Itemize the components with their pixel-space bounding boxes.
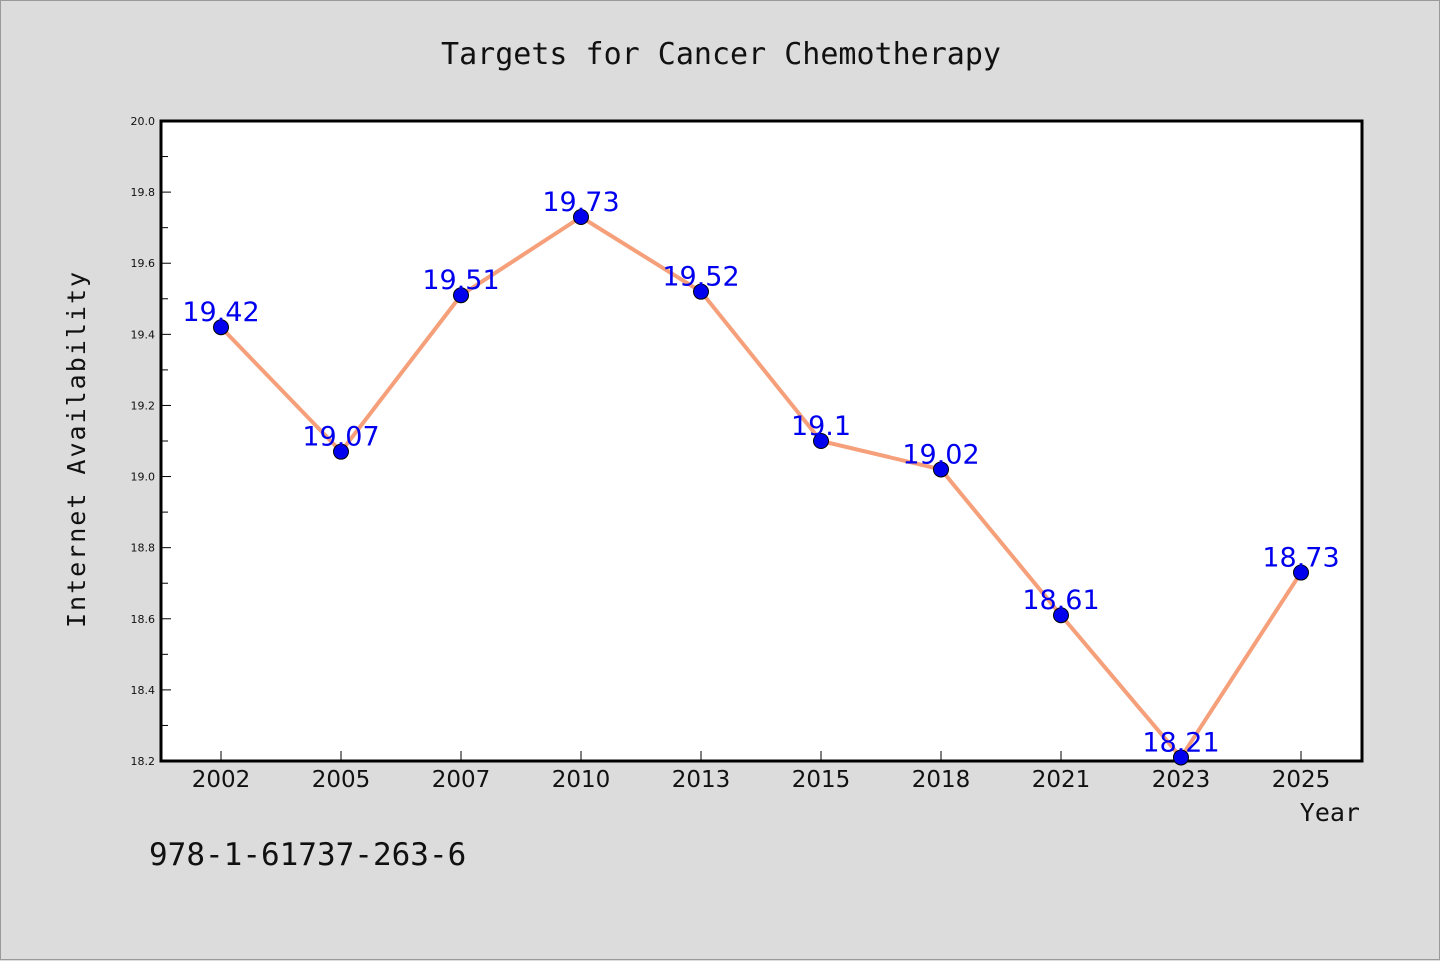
data-point <box>333 443 349 460</box>
data-label: 19.52 <box>662 262 739 293</box>
x-tick-label: 2025 <box>1272 767 1331 793</box>
y-tick-label: 19.8 <box>131 186 156 199</box>
data-label: 19.73 <box>542 187 619 218</box>
data-point <box>573 209 589 225</box>
plot-area <box>159 119 1364 763</box>
y-axis: 18.2 18.4 18.6 18.8 19.0 19.2 19.4 19.6 19.8 20.0 <box>131 115 171 768</box>
data-label: 19.1 <box>791 411 851 442</box>
x-tick-label: 2005 <box>312 767 371 793</box>
data-point <box>1053 607 1069 624</box>
data-label: 19.07 <box>302 422 379 453</box>
series-line: 19.42 19.07 19.51 19.73 19.52 19.1 19.02 18.61 1… <box>182 187 1340 766</box>
data-point <box>933 461 949 478</box>
y-tick-label: 18.4 <box>131 684 156 697</box>
x-axis-label: Year <box>1300 798 1360 827</box>
chart-title: Targets for Cancer Chemotherapy <box>441 37 1001 72</box>
x-tick-label: 2007 <box>432 767 491 793</box>
x-tick-label: 2002 <box>192 767 251 793</box>
y-tick-label: 18.8 <box>131 542 156 555</box>
y-tick-label: 19.4 <box>131 328 156 341</box>
data-label: 18.61 <box>1022 585 1099 616</box>
data-point <box>1293 564 1309 581</box>
data-point <box>453 287 469 304</box>
x-tick-label: 2023 <box>1152 767 1211 793</box>
y-tick-label: 19.6 <box>131 257 156 270</box>
series-polyline <box>219 215 1303 760</box>
data-point <box>213 319 229 336</box>
x-tick-label: 2013 <box>672 767 731 793</box>
x-tick-label: 2021 <box>1032 767 1091 793</box>
y-tick-label: 18.6 <box>131 613 156 626</box>
data-point <box>693 283 709 300</box>
y-tick-label: 18.2 <box>131 755 156 768</box>
data-point <box>813 433 829 449</box>
y-axis-label: Internet Availability <box>62 270 91 628</box>
x-tick-label: 2010 <box>552 767 611 793</box>
y-tick-label: 19.0 <box>131 471 156 484</box>
data-label: 18.73 <box>1262 543 1339 574</box>
isbn-footer: 978-1-61737-263-6 <box>149 837 466 873</box>
data-label: 19.02 <box>902 439 979 470</box>
y-tick-label: 19.2 <box>131 399 156 412</box>
y-tick-label: 20.0 <box>131 115 156 128</box>
x-tick-label: 2018 <box>912 767 971 793</box>
x-tick-label: 2015 <box>792 767 851 793</box>
data-point <box>1173 749 1189 766</box>
data-label: 19.51 <box>422 265 499 296</box>
x-axis: 2002 2005 2007 2010 2013 2015 2018 2021 2023 2025 <box>192 751 1331 793</box>
data-label: 18.21 <box>1142 727 1219 758</box>
data-label: 19.42 <box>182 297 259 328</box>
